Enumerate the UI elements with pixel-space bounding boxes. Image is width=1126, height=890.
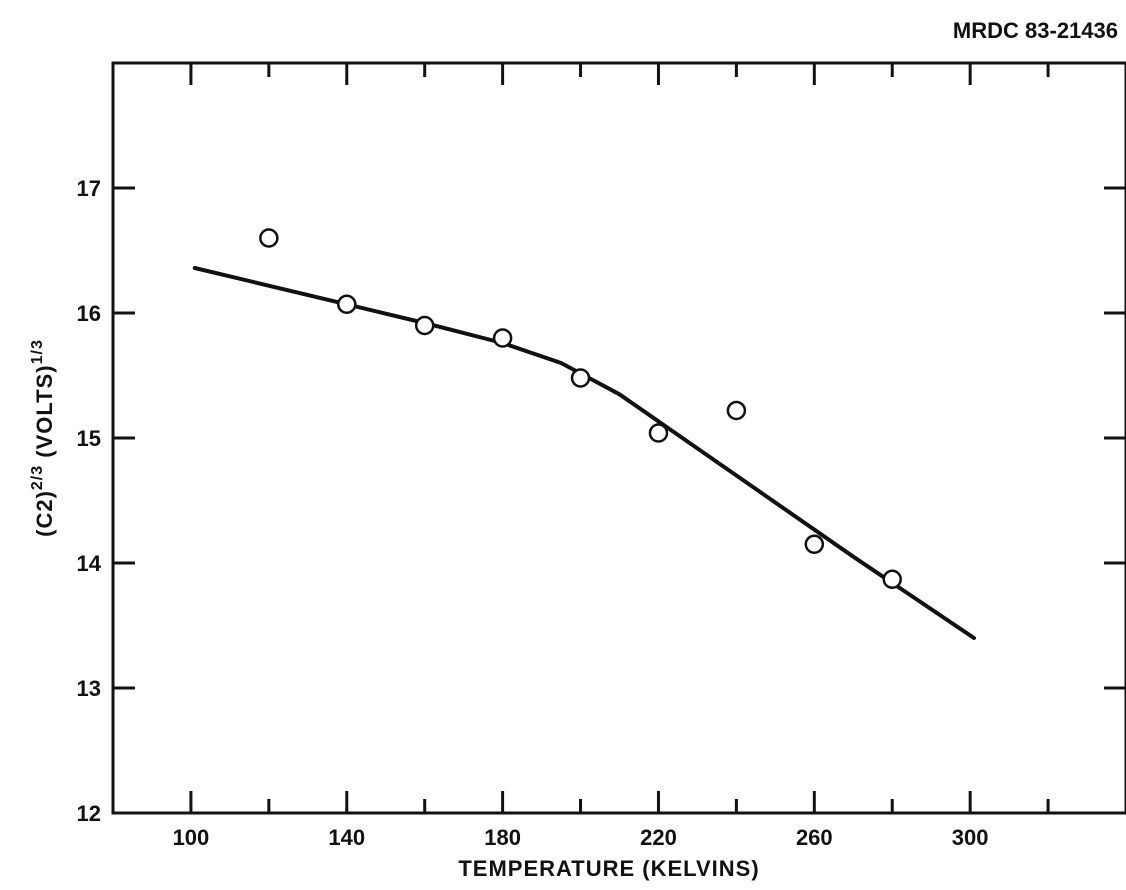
figure-reference-code: MRDC 83-21436 (953, 18, 1118, 43)
y-tick-label: 12 (77, 801, 101, 826)
y-tick-label: 16 (77, 301, 101, 326)
y-tick-label: 15 (77, 426, 101, 451)
data-point (570, 368, 591, 388)
x-axis-title: TEMPERATURE (KELVINS) (458, 856, 759, 881)
x-tick-label: 220 (640, 825, 677, 850)
data-point (726, 400, 747, 421)
data-point (259, 228, 279, 248)
data-points (259, 228, 902, 589)
data-point (414, 315, 435, 336)
y-tick-label: 14 (77, 551, 102, 576)
y-tick-labels: 12 13 14 15 16 17 (77, 176, 102, 826)
y-axis-title: (C2)2/3 (VOLTS)1/3 (29, 339, 57, 537)
data-point (337, 294, 357, 314)
data-point (648, 423, 669, 443)
fit-line (192, 266, 976, 640)
fit-line-group (192, 266, 976, 640)
y-tick-label: 17 (77, 176, 101, 201)
y-tick-label: 13 (77, 676, 101, 701)
x-tick-labels: 100 140 180 220 260 300 (173, 825, 989, 850)
x-tick-label: 180 (484, 825, 521, 850)
y-axis-title-part1: (C2) (32, 490, 57, 537)
x-tick-label: 260 (796, 825, 833, 850)
y-axis-title-exponent2: 1/3 (29, 339, 46, 364)
data-point (882, 569, 902, 589)
x-tick-label: 100 (173, 825, 210, 850)
x-tick-label: 300 (952, 825, 989, 850)
x-tick-label: 140 (328, 825, 365, 850)
y-axis-title-part2: (VOLTS) (32, 364, 57, 464)
data-point (492, 328, 513, 348)
tick-marks (113, 63, 1126, 813)
y-axis-title-exponent1: 2/3 (29, 465, 46, 490)
data-point (804, 534, 825, 554)
plot-frame (111, 61, 1126, 815)
